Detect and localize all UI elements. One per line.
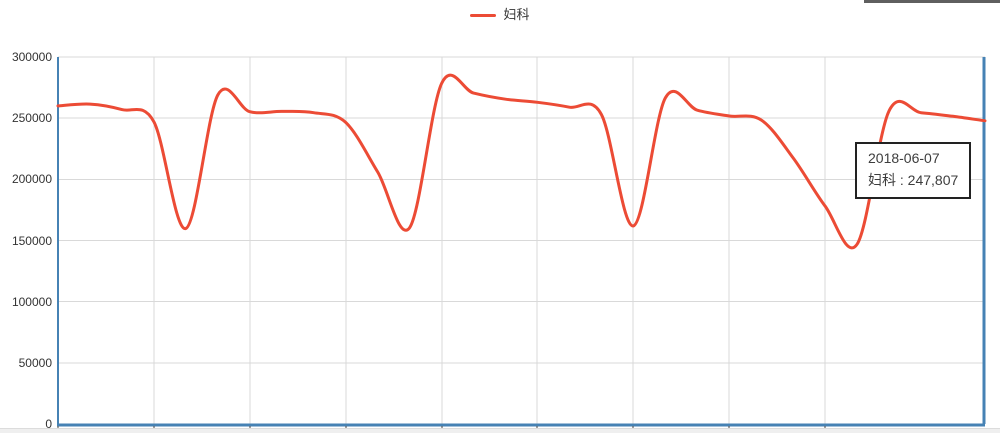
y-axis-label: 250000 (11, 111, 52, 126)
tooltip-value: 妇科 : 247,807 (868, 171, 959, 188)
legend-line-icon (470, 13, 497, 17)
y-axis-label: 100000 (11, 294, 52, 309)
y-axis-label: 0 (45, 417, 52, 431)
series-line[interactable] (56, 73, 987, 250)
legend-item[interactable]: 妇科 (0, 6, 1000, 24)
tooltip-date: 2018-06-07 (868, 150, 940, 166)
tooltip: 2018-06-07 妇科 : 247,807 (855, 142, 972, 200)
y-axis-label: 300000 (11, 50, 52, 64)
page-background-strip (0, 428, 1000, 433)
top-right-dark-bar (864, 0, 1000, 3)
legend-label: 妇科 (503, 7, 530, 22)
y-axis-label: 200000 (11, 172, 52, 187)
y-axis-label: 50000 (18, 355, 52, 370)
y-axis-label: 150000 (11, 233, 52, 248)
